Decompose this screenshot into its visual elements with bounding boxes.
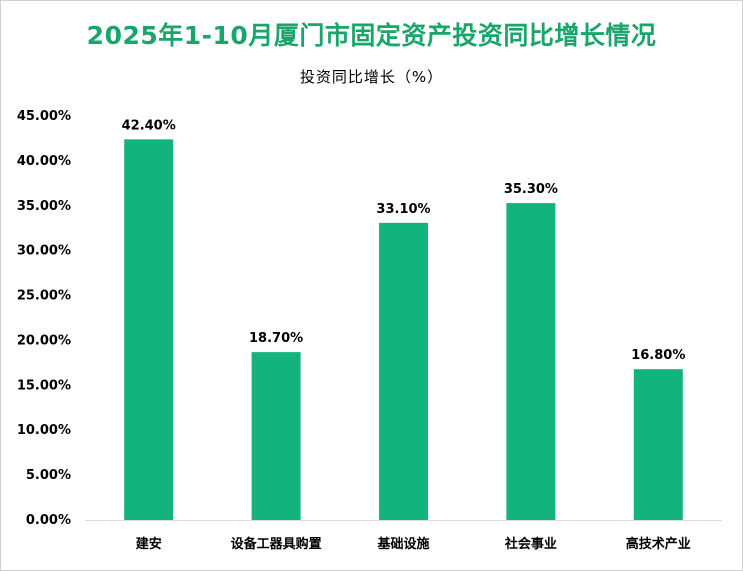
x-category-label: 社会事业	[504, 536, 557, 552]
data-label: 18.70%	[249, 331, 303, 346]
data-label: 33.10%	[376, 202, 430, 217]
bar	[124, 139, 174, 520]
x-category-label: 基础设施	[376, 536, 429, 552]
y-tick-label: 40.00%	[17, 154, 71, 169]
chart-subtitle: 投资同比增长（%）	[299, 68, 444, 86]
y-tick-label: 10.00%	[17, 423, 71, 438]
data-label: 42.40%	[122, 118, 176, 133]
y-tick-label: 0.00%	[26, 513, 71, 528]
y-tick-label: 25.00%	[17, 289, 71, 304]
bar	[379, 222, 428, 520]
bar	[633, 369, 683, 520]
bar	[251, 352, 301, 520]
x-category-label: 设备工器具购置	[231, 536, 322, 552]
chart-title: 2025年1-10月厦门市固定资产投资同比增长情况	[86, 21, 657, 50]
data-label: 16.80%	[631, 348, 685, 363]
y-tick-label: 15.00%	[17, 378, 71, 393]
y-tick-label: 35.00%	[17, 199, 71, 214]
bar	[506, 203, 556, 520]
y-tick-label: 5.00%	[26, 468, 71, 483]
x-category-label: 建安	[136, 536, 162, 552]
data-label: 35.30%	[504, 182, 558, 197]
y-tick-label: 45.00%	[17, 109, 71, 124]
x-category-label: 高技术产业	[626, 536, 691, 552]
y-tick-label: 30.00%	[17, 244, 71, 259]
y-tick-label: 20.00%	[17, 333, 71, 348]
